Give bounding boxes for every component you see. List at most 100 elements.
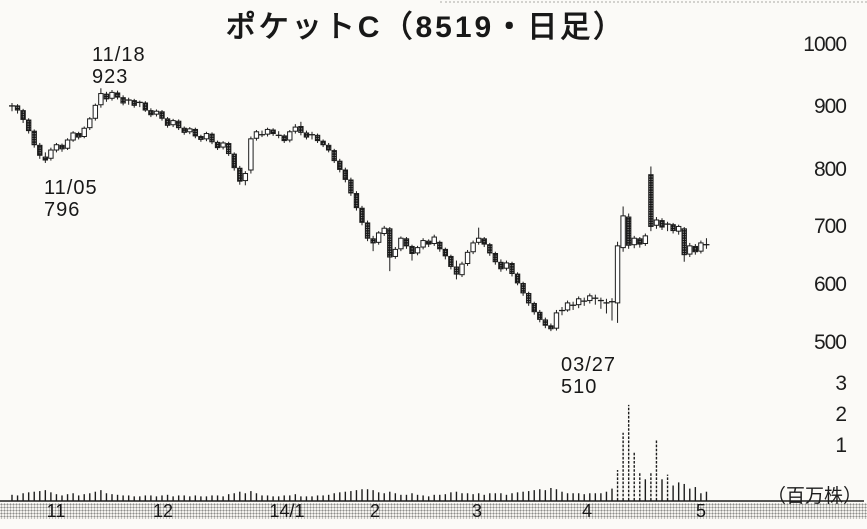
annotation-price: 796 bbox=[44, 199, 81, 221]
candle-down bbox=[142, 102, 149, 111]
candle-up bbox=[98, 93, 104, 106]
annotation-low-0327: 03/27 510 bbox=[561, 354, 616, 398]
candle-down bbox=[159, 111, 165, 119]
candle-up bbox=[287, 131, 293, 141]
candle-down bbox=[425, 240, 432, 245]
candle-down bbox=[487, 244, 493, 254]
candle-down bbox=[192, 128, 199, 137]
candle-down bbox=[498, 261, 504, 270]
candle-down bbox=[31, 130, 37, 146]
candle-up bbox=[553, 312, 560, 329]
candle-down bbox=[364, 222, 371, 239]
candle-down bbox=[59, 144, 65, 150]
candle-up bbox=[564, 302, 571, 311]
candle-down bbox=[637, 238, 643, 245]
candle-up bbox=[381, 227, 387, 235]
candle-down bbox=[442, 248, 449, 257]
candle-down bbox=[131, 100, 137, 106]
candle-down bbox=[231, 153, 237, 169]
candle-down bbox=[481, 238, 487, 245]
candle-up bbox=[470, 242, 476, 253]
candle-down bbox=[148, 110, 154, 116]
x-axis-month-label: 4 bbox=[581, 501, 593, 521]
candle-up bbox=[698, 242, 704, 252]
candle-up bbox=[392, 248, 399, 257]
candle-down bbox=[281, 135, 287, 142]
price-axis-label: 800 bbox=[813, 158, 847, 181]
candle-up bbox=[87, 118, 93, 129]
candle-down bbox=[270, 129, 276, 135]
candle-up bbox=[587, 295, 593, 302]
candle-up bbox=[109, 91, 115, 99]
candle-up bbox=[459, 263, 465, 276]
candle-up bbox=[431, 236, 437, 245]
candle-down bbox=[692, 245, 699, 253]
candle-down bbox=[342, 169, 349, 180]
candle-down bbox=[225, 143, 232, 155]
candle-up bbox=[220, 142, 226, 148]
volume-axis-label: 3 bbox=[835, 372, 847, 395]
candle-up bbox=[187, 128, 193, 133]
candle-down bbox=[448, 255, 454, 267]
candle-up bbox=[475, 237, 482, 243]
x-axis-month-label: 2 bbox=[369, 501, 381, 521]
annotation-low-1105: 11/05 796 bbox=[44, 177, 98, 221]
candle-down bbox=[537, 311, 543, 320]
candle-down bbox=[409, 245, 415, 255]
candle-down bbox=[214, 141, 221, 149]
candle-up bbox=[414, 247, 421, 254]
candle-down bbox=[314, 134, 321, 142]
candle-up bbox=[92, 104, 99, 119]
candle-up bbox=[398, 237, 404, 250]
candle-down bbox=[164, 118, 171, 126]
volume-axis-label: 1 bbox=[835, 434, 847, 457]
candle-up bbox=[375, 232, 382, 243]
x-axis-month-label: 3 bbox=[471, 501, 483, 521]
annotation-price: 510 bbox=[561, 376, 598, 398]
candle-down bbox=[325, 144, 332, 151]
candle-up bbox=[81, 127, 87, 137]
candle-up bbox=[53, 144, 60, 151]
candle-down bbox=[42, 156, 49, 161]
candle-up bbox=[503, 262, 510, 269]
candle-down bbox=[514, 273, 521, 284]
candle-down bbox=[120, 97, 126, 104]
candle-down bbox=[348, 179, 354, 194]
candle-up bbox=[48, 149, 54, 159]
candle-down bbox=[237, 167, 243, 182]
candle-down bbox=[681, 228, 687, 256]
candle-down bbox=[181, 127, 187, 133]
candle-down bbox=[75, 133, 82, 138]
candle-up bbox=[292, 126, 299, 132]
x-axis-month-label: 12 bbox=[152, 501, 174, 521]
candle-up bbox=[70, 132, 76, 141]
candle-down bbox=[175, 120, 182, 129]
annotation-price: 923 bbox=[92, 66, 129, 88]
candle-down bbox=[20, 110, 26, 120]
candle-down bbox=[320, 140, 326, 146]
price-axis-label: 700 bbox=[813, 215, 847, 238]
candle-up bbox=[614, 245, 621, 304]
price-axis-label: 1000 bbox=[803, 33, 847, 56]
candle-down bbox=[548, 325, 554, 330]
candle-down bbox=[525, 292, 532, 304]
candle-down bbox=[492, 253, 499, 263]
candle-down bbox=[437, 241, 443, 250]
annotation-date: 03/27 bbox=[561, 354, 617, 376]
scan-artifact-line bbox=[440, 1, 867, 3]
candle-down bbox=[670, 224, 676, 232]
candle-down bbox=[25, 119, 32, 132]
candle-up bbox=[464, 251, 471, 265]
candle-up bbox=[242, 173, 249, 182]
price-axis-label: 500 bbox=[813, 331, 847, 354]
candle-up bbox=[420, 240, 426, 248]
candle-down bbox=[531, 302, 537, 313]
candle-up bbox=[170, 120, 176, 126]
candle-down bbox=[659, 220, 665, 228]
candle-down bbox=[303, 132, 310, 138]
candle-down bbox=[14, 105, 21, 111]
candle-down bbox=[337, 160, 343, 170]
candle-up bbox=[675, 225, 682, 232]
candle-down bbox=[353, 193, 360, 209]
